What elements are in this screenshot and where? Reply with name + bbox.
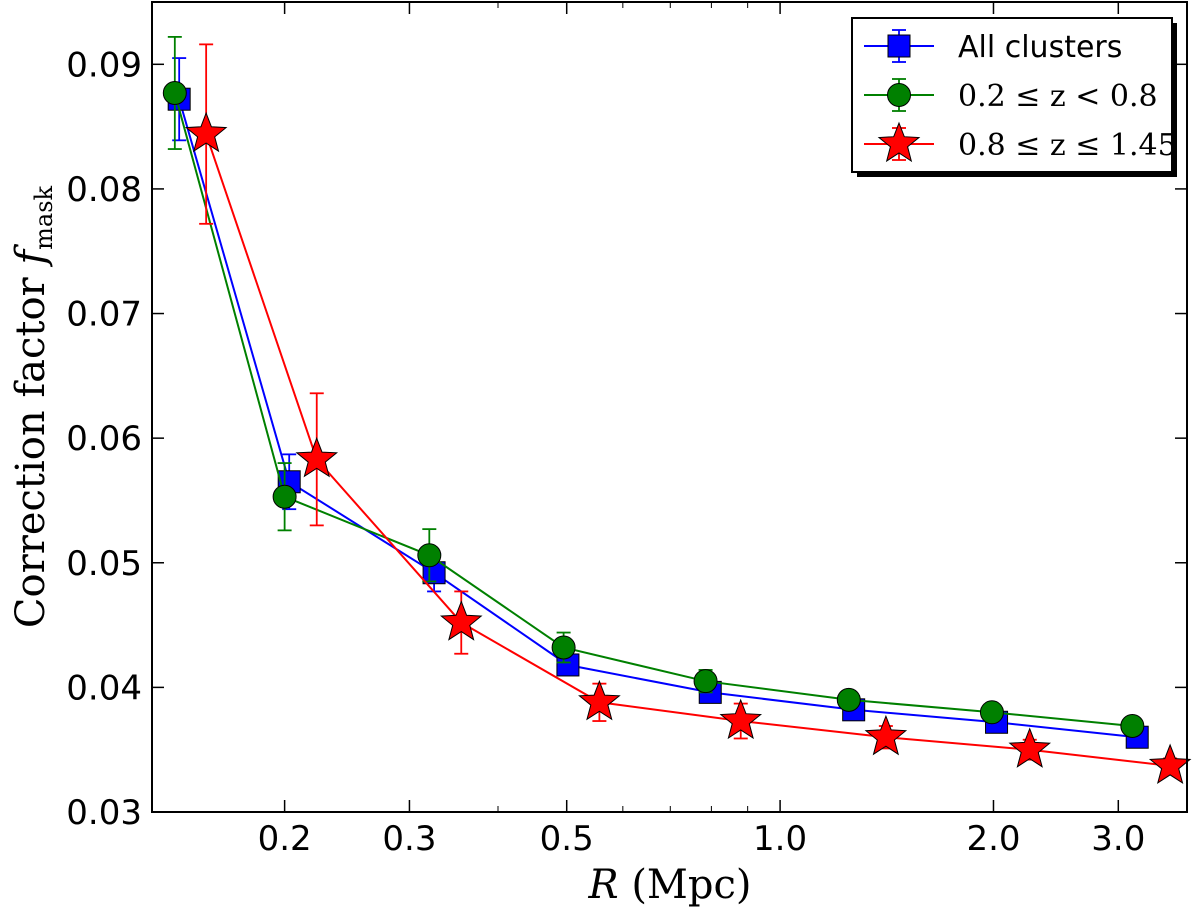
legend-entry-low-z: 0.2 ≤ z < 0.8 bbox=[864, 78, 1158, 114]
x-tick-label: 0.3 bbox=[382, 819, 436, 859]
data-point bbox=[864, 714, 908, 756]
y-tick-label: 0.03 bbox=[66, 793, 142, 833]
data-point bbox=[162, 80, 187, 105]
data-point bbox=[693, 669, 718, 694]
data-point bbox=[1120, 714, 1145, 739]
data-point bbox=[1148, 743, 1192, 785]
legend: All clusters 0.2 ≤ z < 0.8 0.8 ≤ z ≤ 1.45 bbox=[851, 17, 1177, 177]
data-point bbox=[272, 484, 297, 509]
series-line bbox=[205, 133, 1171, 767]
series-line bbox=[173, 92, 1133, 727]
legend-marker bbox=[877, 121, 921, 163]
data-point bbox=[184, 111, 228, 153]
data-point bbox=[417, 543, 442, 568]
legend-marker bbox=[887, 83, 911, 107]
y-axis-title: Correction factor fmask bbox=[8, 185, 58, 628]
y-tick-label: 0.08 bbox=[66, 170, 142, 210]
y-tick-label: 0.09 bbox=[66, 45, 142, 85]
y-tick-label: 0.04 bbox=[66, 668, 142, 708]
x-axis-title: R (Mpc) bbox=[587, 862, 751, 908]
data-point bbox=[295, 436, 339, 478]
legend-label: 0.2 ≤ z < 0.8 bbox=[958, 79, 1158, 114]
data-point bbox=[439, 600, 483, 641]
series-high-z bbox=[184, 43, 1192, 785]
data-point bbox=[979, 700, 1004, 725]
y-tick-label: 0.05 bbox=[66, 544, 142, 584]
legend-entry-all-clusters: All clusters bbox=[864, 29, 1122, 65]
x-tick-label: 0.5 bbox=[540, 819, 594, 859]
series-line bbox=[178, 98, 1138, 739]
legend-label: 0.8 ≤ z ≤ 1.45 bbox=[958, 128, 1177, 163]
x-tick-label: 1.0 bbox=[753, 819, 807, 859]
legend-label: All clusters bbox=[958, 30, 1122, 65]
x-tick-label: 0.2 bbox=[258, 819, 312, 859]
legend-entry-high-z: 0.8 ≤ z ≤ 1.45 bbox=[864, 121, 1177, 163]
data-point bbox=[578, 679, 621, 721]
data-point bbox=[1008, 727, 1052, 768]
x-tick-label: 2.0 bbox=[966, 819, 1020, 859]
data-point bbox=[719, 698, 763, 740]
data-point bbox=[551, 635, 576, 660]
legend-marker bbox=[887, 34, 911, 58]
y-tick-label: 0.07 bbox=[66, 295, 142, 335]
x-tick-label: 3.0 bbox=[1091, 819, 1145, 859]
plot-frame bbox=[151, 1, 1188, 813]
y-tick-label: 0.06 bbox=[66, 419, 142, 459]
tick-labels: 0.2 0.3 0.5 1.0 2.0 3.0 0.03 0.04 0.05 0.06 0.07 0.… bbox=[66, 45, 1145, 859]
series-low-z bbox=[162, 35, 1145, 739]
series-layer bbox=[162, 35, 1192, 785]
data-point bbox=[836, 687, 861, 712]
